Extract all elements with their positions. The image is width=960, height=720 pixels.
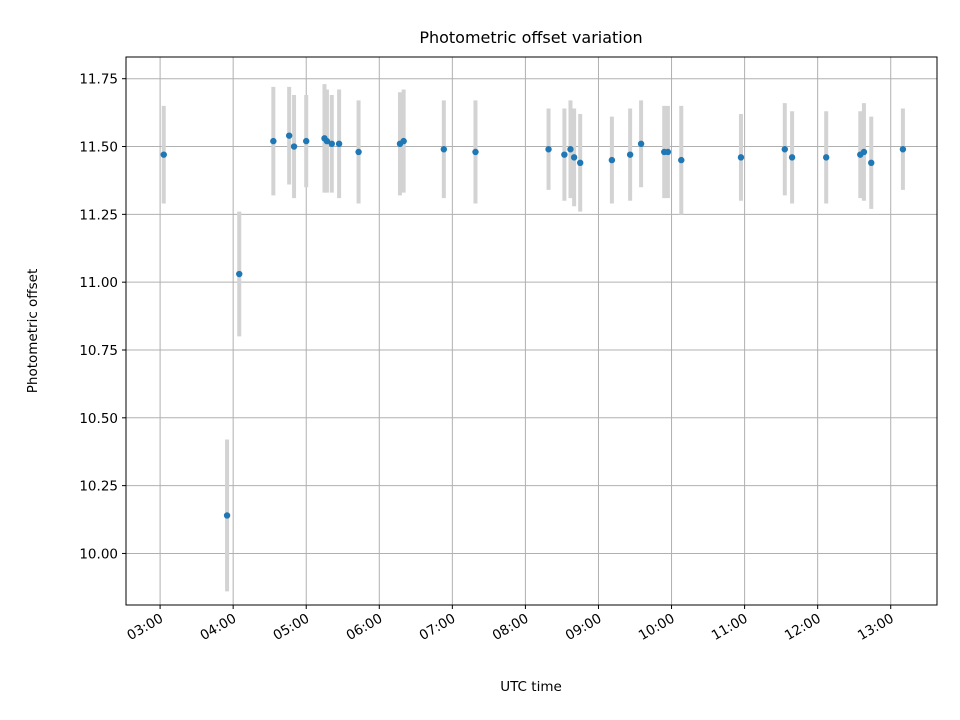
y-tick-label: 11.50 <box>79 140 118 156</box>
x-tick-label: 06:00 <box>344 611 386 644</box>
data-point <box>608 156 616 164</box>
data-point <box>323 137 331 145</box>
grid <box>126 57 937 605</box>
data-point <box>678 156 685 164</box>
data-point <box>567 146 574 153</box>
x-tick-label: 12:00 <box>782 611 824 644</box>
y-tick-label: 10.00 <box>79 546 118 562</box>
x-tick-label: 07:00 <box>417 611 459 644</box>
y-tick-label: 11.75 <box>79 72 118 88</box>
x-tick-label: 09:00 <box>563 611 605 644</box>
data-point <box>355 148 362 156</box>
data-point <box>303 137 310 145</box>
data-point <box>570 154 578 161</box>
data-point <box>737 154 745 161</box>
y-tick-label: 10.25 <box>79 479 118 495</box>
data-points <box>160 132 907 519</box>
x-tick-label: 10:00 <box>636 611 678 644</box>
data-point <box>788 154 796 161</box>
data-point <box>637 140 645 148</box>
x-tick-label: 11:00 <box>709 611 751 644</box>
x-tick-label: 08:00 <box>490 611 532 644</box>
data-point <box>545 146 552 153</box>
y-axis-label: Photometric offset <box>25 269 41 393</box>
y-tick-label: 11.00 <box>79 275 118 291</box>
x-axis-label: UTC time <box>500 679 562 695</box>
y-tick-label: 10.75 <box>79 343 118 359</box>
data-point <box>472 148 479 156</box>
data-point <box>285 132 293 139</box>
data-point <box>822 154 830 161</box>
data-point <box>561 151 568 158</box>
chart-title: Photometric offset variation <box>419 28 642 47</box>
x-tick-label: 13:00 <box>855 611 897 644</box>
x-axis-ticks: 03:00 04:00 05:00 06:00 07:00 08:00 09:00 10:00… <box>124 605 897 644</box>
data-point <box>440 146 448 153</box>
data-point <box>236 270 243 278</box>
data-point <box>400 137 407 145</box>
y-tick-label: 11.25 <box>79 207 118 223</box>
plot-frame <box>125 56 938 606</box>
x-tick-label: 05:00 <box>271 611 313 644</box>
data-point <box>860 148 868 156</box>
data-point <box>335 140 343 148</box>
x-tick-label: 04:00 <box>197 611 239 644</box>
x-tick-label: 03:00 <box>124 611 166 644</box>
data-point <box>270 137 277 145</box>
data-point <box>899 146 907 153</box>
data-point <box>626 151 634 158</box>
data-point <box>290 143 298 150</box>
y-tick-label: 10.50 <box>79 411 118 427</box>
data-point <box>781 146 788 153</box>
data-point <box>328 140 335 148</box>
data-point <box>664 148 672 156</box>
data-point <box>868 159 875 167</box>
data-point <box>160 151 167 158</box>
data-point <box>577 159 584 167</box>
data-point <box>223 512 231 519</box>
y-axis-ticks: 10.00 10.25 10.50 10.75 11.00 11.25 11.50 11.75 <box>79 72 126 562</box>
